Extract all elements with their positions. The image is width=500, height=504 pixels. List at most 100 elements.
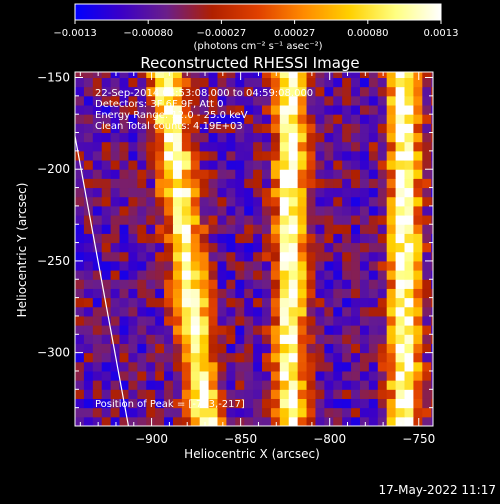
heatmap-cell bbox=[128, 72, 138, 79]
heatmap-cell bbox=[431, 196, 433, 207]
heatmap-cell bbox=[172, 370, 183, 381]
heatmap-cell bbox=[181, 334, 192, 344]
heatmap-cell bbox=[270, 205, 281, 216]
heatmap-cell bbox=[386, 297, 397, 308]
heatmap-cell bbox=[235, 86, 245, 97]
heatmap-cell bbox=[137, 205, 147, 216]
heatmap-cell bbox=[244, 178, 254, 189]
heatmap-cell bbox=[181, 270, 192, 280]
heatmap-cell bbox=[324, 215, 334, 225]
x-axis-label: Heliocentric X (arcsec) bbox=[184, 447, 320, 461]
heatmap-cell bbox=[217, 95, 227, 106]
heatmap-cell bbox=[75, 86, 85, 97]
heatmap-cell bbox=[324, 95, 334, 106]
heatmap-cell bbox=[324, 334, 334, 344]
heatmap-cell bbox=[226, 169, 236, 179]
heatmap-cell bbox=[181, 315, 192, 326]
heatmap-cell bbox=[235, 242, 245, 253]
heatmap-cell bbox=[83, 380, 94, 390]
heatmap-cell bbox=[155, 233, 165, 244]
heatmap-cell bbox=[342, 132, 352, 143]
heatmap-cell bbox=[395, 288, 406, 299]
heatmap-cell bbox=[359, 132, 370, 143]
heatmap-cell bbox=[413, 416, 423, 426]
heatmap-cell bbox=[368, 270, 379, 280]
heatmap-cell bbox=[119, 205, 129, 216]
heatmap-cell bbox=[235, 178, 245, 189]
heatmap-cell bbox=[190, 86, 201, 97]
heatmap-cell bbox=[172, 416, 183, 426]
heatmap-cell bbox=[395, 233, 406, 244]
heatmap-cell bbox=[279, 123, 290, 134]
heatmap-cell bbox=[92, 178, 103, 189]
heatmap-cell bbox=[368, 187, 379, 198]
heatmap-cell bbox=[199, 270, 210, 280]
heatmap-cell bbox=[190, 114, 201, 124]
heatmap-cell bbox=[110, 196, 121, 207]
x-tick-label: −800 bbox=[313, 432, 346, 446]
heatmap-cell bbox=[324, 114, 334, 124]
heatmap-cell bbox=[253, 270, 263, 280]
heatmap-cell bbox=[217, 224, 227, 234]
heatmap-cell bbox=[137, 123, 147, 134]
heatmap-cell bbox=[83, 306, 94, 317]
heatmap-cell bbox=[128, 178, 138, 189]
heatmap-cell bbox=[288, 95, 299, 106]
heatmap-cell bbox=[422, 380, 432, 390]
heatmap-cell bbox=[279, 416, 290, 426]
heatmap-cell bbox=[164, 407, 174, 418]
heatmap-cell bbox=[333, 123, 343, 134]
heatmap-cell bbox=[92, 187, 103, 198]
heatmap-cell bbox=[288, 132, 299, 143]
heatmap-cell bbox=[137, 343, 147, 354]
heatmap-cell bbox=[359, 315, 370, 326]
heatmap-cell bbox=[324, 370, 334, 381]
heatmap-cell bbox=[128, 132, 138, 143]
heatmap-cell bbox=[413, 196, 423, 207]
heatmap-cell bbox=[172, 178, 183, 189]
heatmap-cell bbox=[262, 361, 272, 372]
heatmap-cell bbox=[164, 325, 174, 335]
heatmap-cell bbox=[386, 169, 397, 179]
heatmap-cell bbox=[431, 352, 433, 363]
heatmap-cell bbox=[235, 114, 245, 124]
heatmap-cell bbox=[386, 86, 397, 97]
heatmap-cell bbox=[386, 72, 397, 79]
heatmap-cell bbox=[253, 315, 263, 326]
heatmap-cell bbox=[342, 114, 352, 124]
heatmap-cell bbox=[155, 196, 165, 207]
heatmap-cell bbox=[217, 270, 227, 280]
heatmap-cell bbox=[288, 315, 299, 326]
heatmap-cell bbox=[351, 132, 361, 143]
heatmap-cell bbox=[226, 279, 236, 289]
heatmap-cell bbox=[359, 95, 370, 106]
heatmap-cell bbox=[306, 205, 316, 216]
heatmap-cell bbox=[199, 196, 210, 207]
heatmap-cell bbox=[181, 380, 192, 390]
heatmap-cell bbox=[146, 297, 156, 308]
heatmap-cell bbox=[262, 114, 272, 124]
heatmap-cell bbox=[431, 105, 433, 115]
heatmap-cell bbox=[217, 334, 227, 344]
heatmap-cell bbox=[422, 288, 432, 299]
heatmap-cell bbox=[262, 242, 272, 253]
heatmap-cell bbox=[324, 141, 334, 152]
heatmap-cell bbox=[262, 224, 272, 234]
heatmap-cell bbox=[128, 352, 138, 363]
heatmap-cell bbox=[83, 72, 94, 79]
heatmap-cell bbox=[315, 178, 325, 189]
heatmap-cell bbox=[83, 352, 94, 363]
heatmap-cell bbox=[92, 114, 103, 124]
heatmap-cell bbox=[92, 242, 103, 253]
heatmap-cell bbox=[146, 160, 156, 170]
heatmap-cell bbox=[368, 233, 379, 244]
heatmap-cell bbox=[413, 178, 423, 189]
heatmap-cell bbox=[315, 306, 325, 317]
heatmap-cell bbox=[253, 95, 263, 106]
heatmap-cell bbox=[83, 105, 94, 115]
heatmap-cell bbox=[208, 72, 218, 79]
heatmap-cell bbox=[92, 389, 103, 399]
heatmap-cell bbox=[83, 416, 94, 426]
heatmap-cell bbox=[137, 306, 147, 317]
heatmap-cell bbox=[244, 215, 254, 225]
